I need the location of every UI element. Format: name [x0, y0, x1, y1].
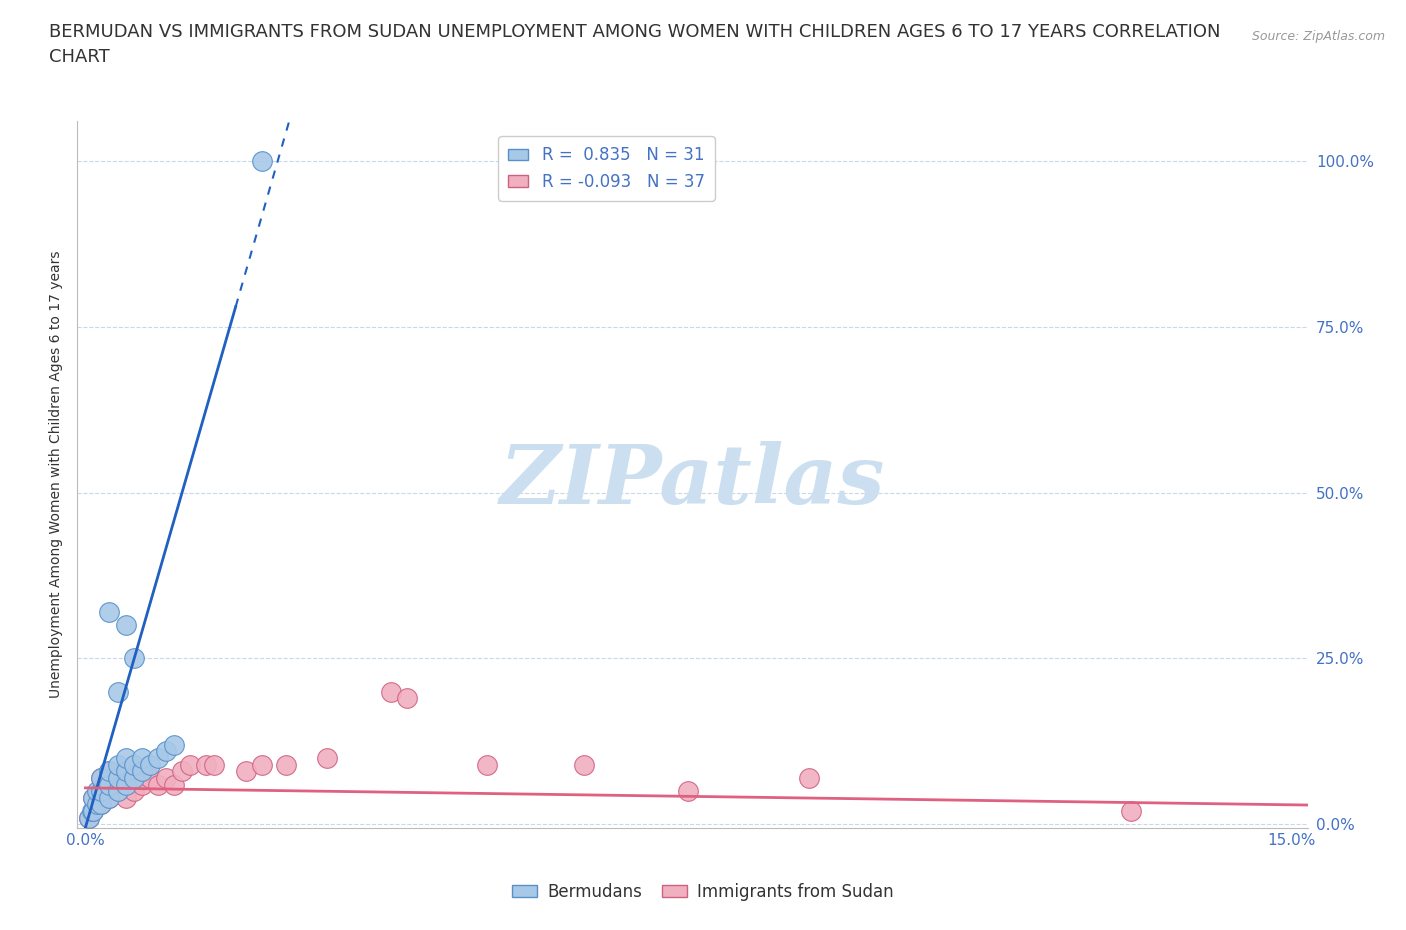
Legend: Bermudans, Immigrants from Sudan: Bermudans, Immigrants from Sudan: [506, 876, 900, 908]
Point: [114, 777, 136, 792]
Text: Source: ZipAtlas.com: Source: ZipAtlas.com: [1251, 30, 1385, 43]
Point: [138, 770, 160, 785]
Point: [107, 684, 129, 699]
Point: [107, 770, 129, 785]
Point: [114, 764, 136, 778]
Point: [131, 751, 153, 765]
Point: [146, 777, 169, 792]
Point: [107, 770, 129, 785]
Point: [155, 744, 177, 759]
Point: [163, 777, 186, 792]
Point: [98, 777, 121, 792]
Point: [114, 777, 136, 792]
Legend: R =  0.835   N = 31, R = -0.093   N = 37: R = 0.835 N = 31, R = -0.093 N = 37: [498, 137, 714, 201]
Point: [90, 797, 112, 812]
Point: [797, 770, 820, 785]
Point: [276, 757, 298, 772]
Point: [98, 764, 121, 778]
Point: [170, 764, 193, 778]
Point: [1119, 804, 1142, 818]
Point: [131, 777, 153, 792]
Point: [477, 757, 499, 772]
Point: [98, 790, 121, 805]
Point: [80, 804, 103, 818]
Point: [179, 757, 201, 772]
Point: [235, 764, 257, 778]
Point: [86, 797, 108, 812]
Point: [90, 770, 112, 785]
Point: [107, 784, 129, 799]
Point: [122, 770, 145, 785]
Point: [114, 764, 136, 778]
Point: [252, 757, 274, 772]
Point: [90, 797, 112, 812]
Point: [202, 757, 225, 772]
Text: CHART: CHART: [49, 48, 110, 66]
Point: [252, 153, 274, 168]
Point: [114, 618, 136, 632]
Point: [395, 691, 418, 706]
Point: [107, 784, 129, 799]
Point: [114, 751, 136, 765]
Point: [82, 804, 104, 818]
Point: [678, 784, 700, 799]
Point: [107, 757, 129, 772]
Point: [163, 737, 186, 752]
Point: [90, 770, 112, 785]
Point: [98, 777, 121, 792]
Point: [195, 757, 218, 772]
Point: [98, 604, 121, 619]
Point: [572, 757, 595, 772]
Point: [122, 651, 145, 666]
Point: [155, 770, 177, 785]
Point: [122, 757, 145, 772]
Point: [138, 757, 160, 772]
Point: [122, 784, 145, 799]
Point: [315, 751, 337, 765]
Point: [82, 790, 104, 805]
Point: [122, 770, 145, 785]
Point: [380, 684, 402, 699]
Text: ZIPatlas: ZIPatlas: [499, 442, 886, 522]
Point: [90, 784, 112, 799]
Point: [131, 764, 153, 778]
Point: [90, 784, 112, 799]
Point: [146, 751, 169, 765]
Point: [82, 804, 104, 818]
Point: [82, 790, 104, 805]
Point: [131, 764, 153, 778]
Point: [86, 784, 108, 799]
Point: [98, 790, 121, 805]
Y-axis label: Unemployment Among Women with Children Ages 6 to 17 years: Unemployment Among Women with Children A…: [49, 250, 63, 698]
Point: [98, 764, 121, 778]
Point: [114, 790, 136, 805]
Point: [79, 810, 101, 825]
Point: [79, 810, 101, 825]
Text: BERMUDAN VS IMMIGRANTS FROM SUDAN UNEMPLOYMENT AMONG WOMEN WITH CHILDREN AGES 6 : BERMUDAN VS IMMIGRANTS FROM SUDAN UNEMPL…: [49, 23, 1220, 41]
